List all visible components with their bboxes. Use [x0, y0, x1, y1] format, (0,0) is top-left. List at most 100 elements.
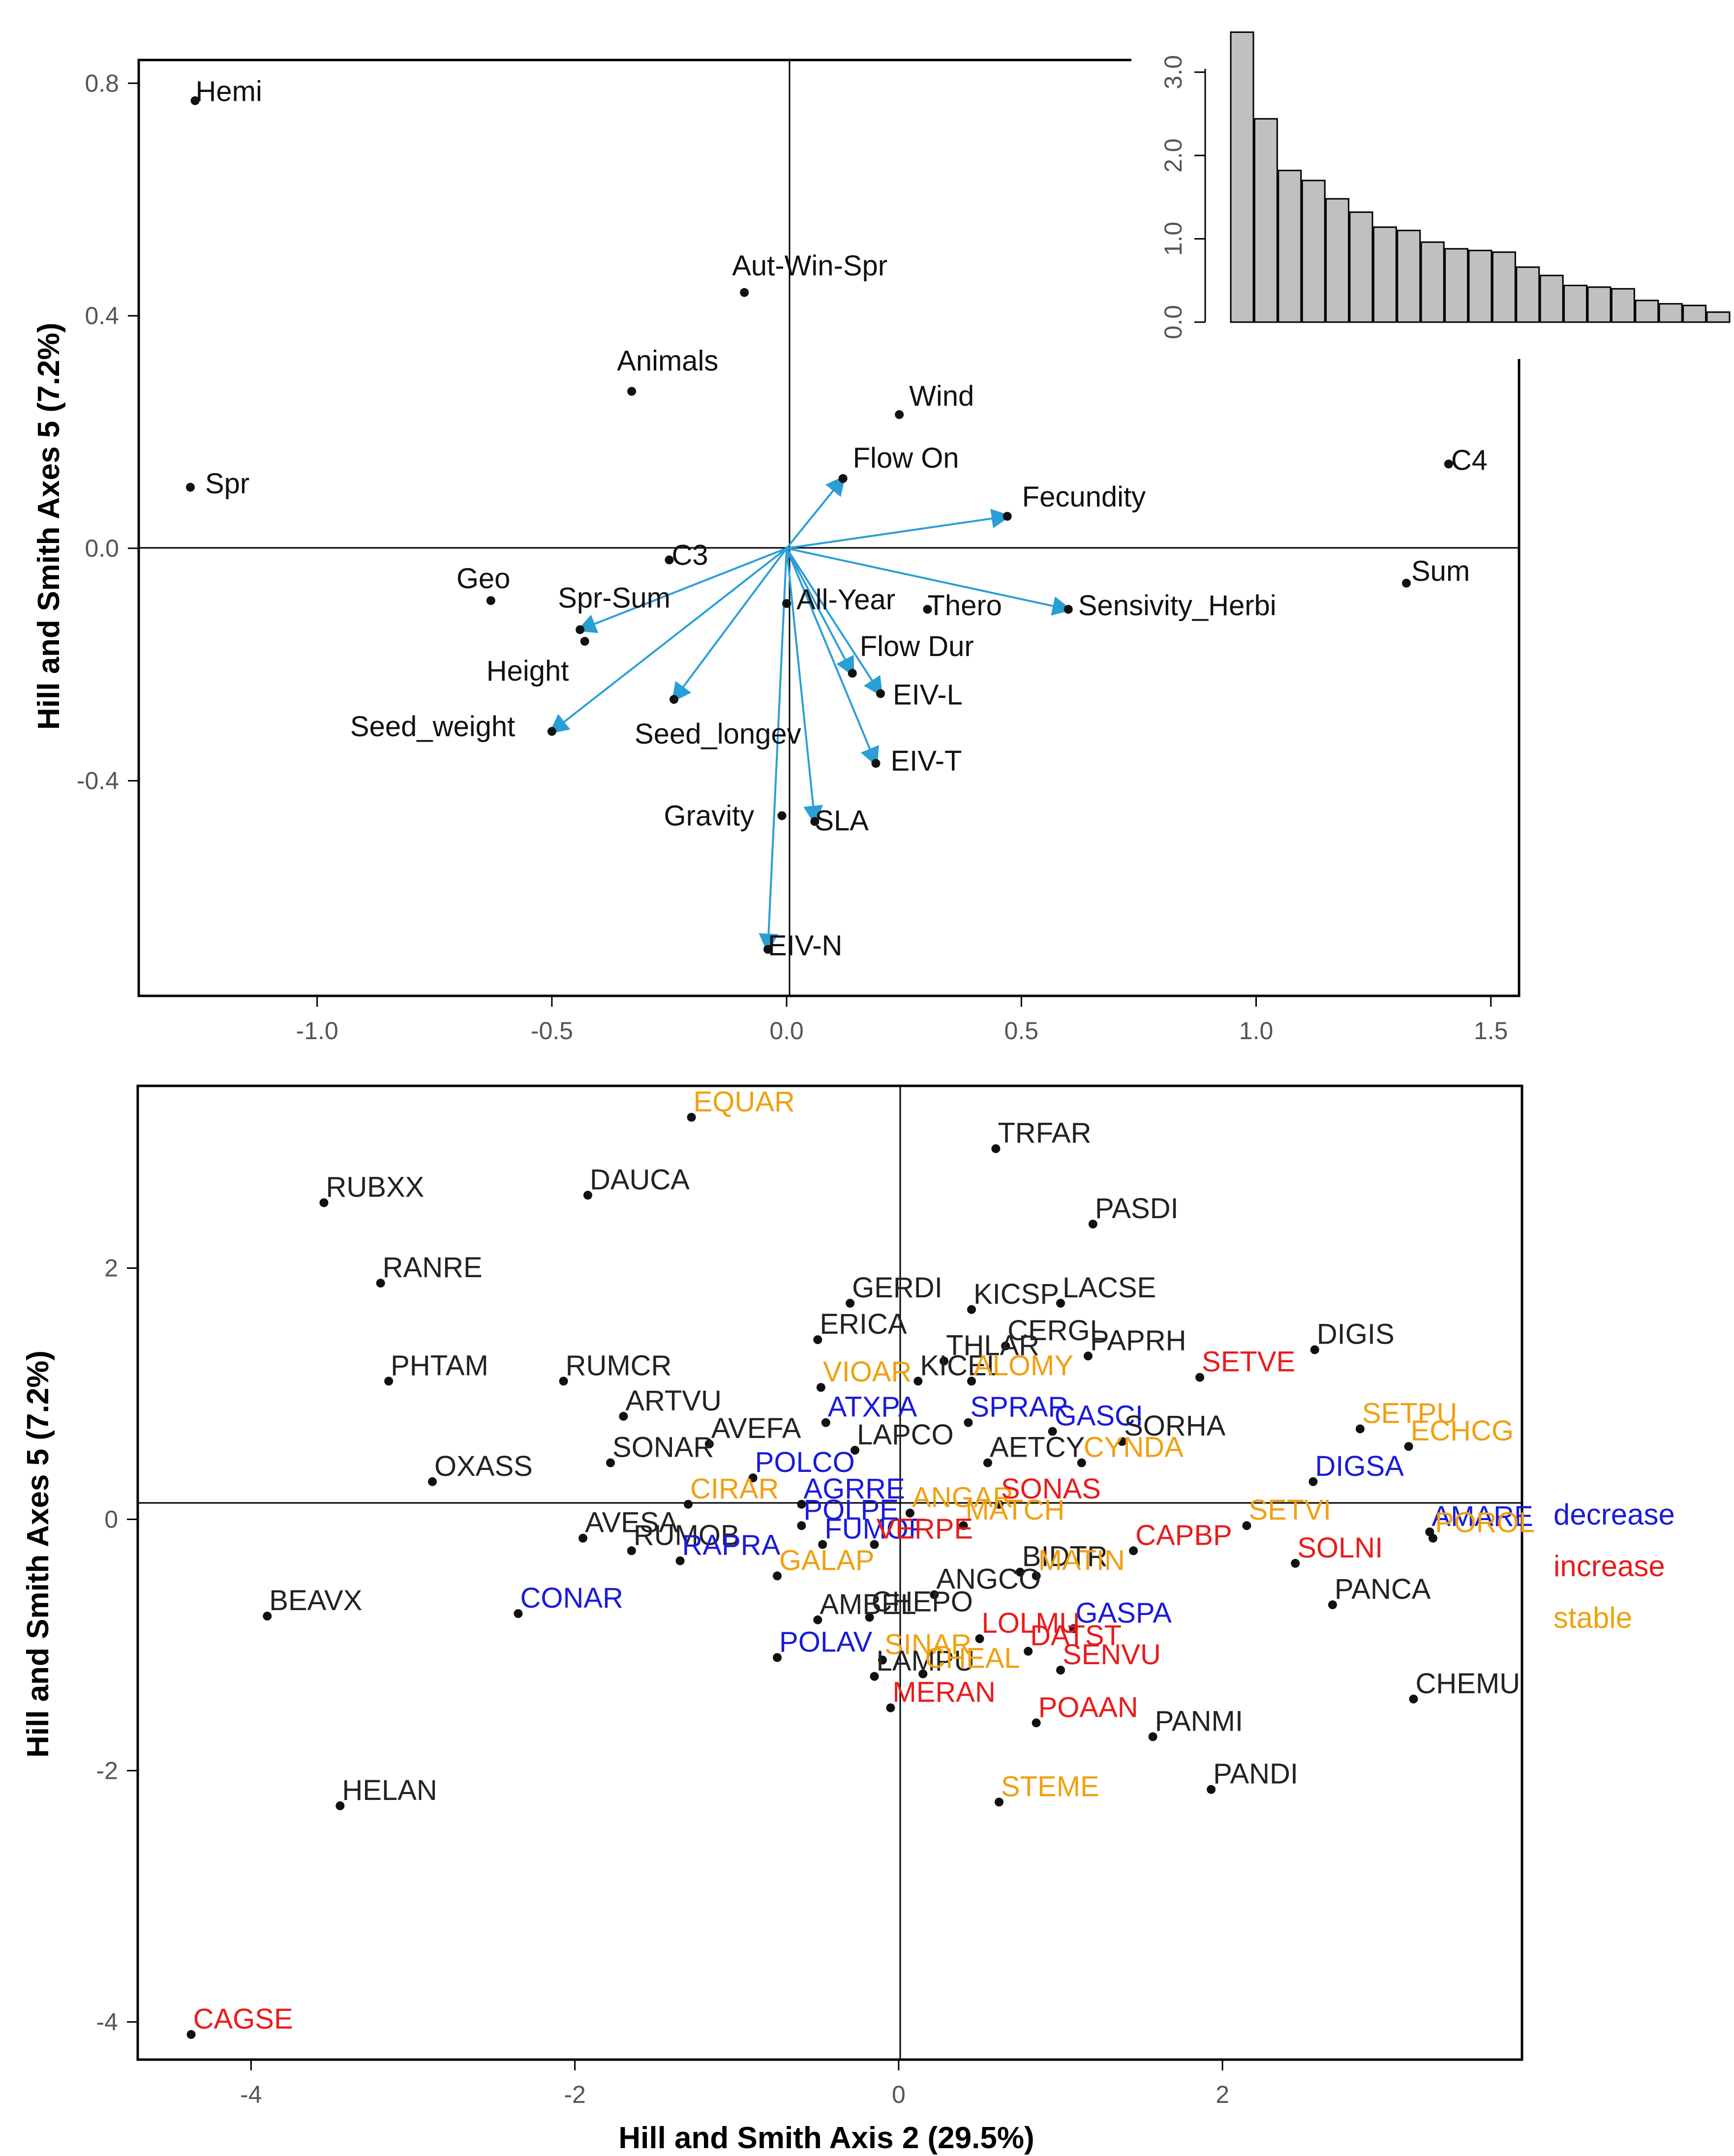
arrow-seed-longev [671, 547, 788, 703]
trait-points: Hemi Aut-Win-Spr Animals Wind Flow On Spr Fecu… [185, 76, 1488, 961]
eigenvalue-bar [1372, 226, 1397, 323]
trait-label-geo: Geo [456, 563, 511, 595]
species-point-matin [1032, 1571, 1041, 1581]
species-point-lolmu [975, 1634, 984, 1644]
species-x-axis: -4 -2 0 2 [240, 2060, 1229, 2108]
species-point-sonas [994, 1499, 1004, 1509]
arrow-sensivity-herbi [786, 547, 1072, 616]
species-point-poaan [1032, 1718, 1041, 1728]
trait-label-spr-sum: Spr-Sum [558, 582, 670, 614]
species-label-artvu: ARTVU [625, 1385, 722, 1417]
species-label-lolmu: LOLMU [981, 1607, 1080, 1639]
species-point-cheal [918, 1669, 928, 1678]
species-label-polpe: POLPE [803, 1494, 898, 1526]
trait-label-sum: Sum [1411, 555, 1470, 587]
species-label-conar: CONAR [520, 1582, 623, 1614]
eigenvalue-bar [1516, 266, 1540, 323]
species-point-dauca [583, 1191, 592, 1200]
trait-point-sla [810, 817, 820, 826]
species-point-agrre [797, 1499, 806, 1509]
species-label-avefa: AVEFA [711, 1412, 801, 1444]
trait-point-flow-on [838, 474, 848, 483]
trait-point-fecundity [1003, 511, 1012, 521]
trait-point-gravity [777, 811, 787, 820]
species-label-cheal: CHEAL [925, 1643, 1020, 1675]
species-point-rumob [627, 1546, 636, 1556]
species-point-gaspa [1069, 1624, 1078, 1633]
species-point-solni [1291, 1558, 1300, 1568]
species-point-angar [905, 1508, 914, 1518]
species-point-beavx [263, 1612, 272, 1621]
trait-biplot-y-axis-title: Hill and Smith Axes 5 (7.2%) [32, 323, 66, 730]
species-y-tick-label: 0 [104, 1505, 118, 1533]
eigenvalue-bar [1301, 180, 1326, 323]
species-label-angco: ANGCO [936, 1563, 1041, 1595]
trait-label-height: Height [487, 655, 569, 687]
species-label-sprar: SPRAR [970, 1391, 1068, 1423]
species-label-echcg: ECHCG [1411, 1415, 1514, 1447]
inset-bars [1230, 31, 1731, 323]
species-point-capbp [1129, 1546, 1138, 1556]
eigenvalue-bar [1468, 249, 1492, 323]
trait-point-animals [627, 387, 637, 396]
species-label-matin: MATIN [1038, 1544, 1125, 1576]
species-point-meran [886, 1703, 895, 1712]
trait-label-fecundity: Fecundity [1022, 481, 1146, 513]
eigenvalue-bar [1444, 248, 1469, 323]
species-point-setve [1195, 1373, 1205, 1382]
trait-point-sensivity-herbi [1064, 604, 1073, 614]
species-y-axis-title: Hill and Smith Axes 5 (7.2%) [21, 1350, 55, 1758]
trait-x-tick-label: -1.0 [296, 1017, 338, 1045]
trait-point-seed-weight [547, 727, 556, 736]
trait-label-hemi: Hemi [196, 76, 262, 108]
species-label-rapra: RAPRA [682, 1529, 781, 1561]
species-point-setvi [1242, 1521, 1251, 1530]
species-point-cynda [1077, 1458, 1086, 1467]
species-label-lampu: LAMPU [877, 1645, 975, 1677]
legend-increase: increase [1553, 1550, 1665, 1583]
species-label-senvu: SENVU [1063, 1639, 1161, 1671]
trait-biplot-panel: Hemi Aut-Win-Spr Animals Wind Flow On Spr Fecu… [32, 59, 1521, 1045]
arrow-sla [786, 548, 823, 826]
arrow-seed-weight [548, 547, 788, 734]
species-label-chemu: CHEMU [1415, 1668, 1520, 1700]
species-label-rumob: RUMOB [634, 1519, 740, 1551]
trait-y-tick-label: -0.4 [77, 767, 119, 795]
trait-point-height [580, 636, 589, 646]
species-y-axis: -4 -2 0 2 [96, 1254, 138, 2036]
species-label-sonar: SONAR [612, 1431, 714, 1463]
trait-label-eiv-l: EIV-L [893, 679, 963, 711]
inset-y-tick-label: 3.0 [1159, 55, 1187, 90]
species-point-kicel [913, 1377, 923, 1386]
species-label-ranre: RANRE [383, 1252, 483, 1284]
species-label-avesa: AVESA [585, 1507, 678, 1539]
species-point-digis [1310, 1345, 1319, 1354]
species-label-amare: AMARE [1431, 1500, 1533, 1532]
trait-y-tick-label: 0.8 [85, 69, 119, 97]
species-label-setve: SETVE [1202, 1346, 1295, 1378]
inset-y-axis: 0.0 1.0 2.0 3.0 [1159, 55, 1205, 339]
species-point-lapco [851, 1445, 860, 1455]
species-label-polco: POLCO [755, 1446, 855, 1478]
eigenvalue-bar [1658, 303, 1683, 323]
species-label-verpe: VERPE [877, 1513, 973, 1545]
species-label-setpu: SETPU [1362, 1397, 1457, 1429]
species-point-atxpa [821, 1418, 830, 1427]
trait-point-c3 [665, 555, 674, 565]
trait-point-eiv-t [871, 759, 881, 768]
species-point-fumof [818, 1540, 827, 1549]
species-label-fumof: FUMOF [824, 1513, 926, 1545]
trait-label-sla: SLA [815, 805, 869, 837]
species-label-kicel: KICEL [920, 1349, 1003, 1381]
species-point-galap [773, 1571, 782, 1581]
species-point-bidtr [1015, 1567, 1025, 1577]
species-label-match: MATCH [966, 1494, 1065, 1526]
species-x-tick-label: 0 [892, 2081, 906, 2108]
eigenvalue-bar [1397, 230, 1421, 323]
species-point-porol [1428, 1533, 1437, 1543]
species-label-paprh: PAPRH [1090, 1324, 1186, 1356]
species-y-tick-label: -2 [96, 1757, 118, 1784]
species-label-lapco: LAPCO [857, 1419, 954, 1451]
species-point-thlar [940, 1356, 949, 1366]
species-point-sinar [878, 1655, 887, 1665]
